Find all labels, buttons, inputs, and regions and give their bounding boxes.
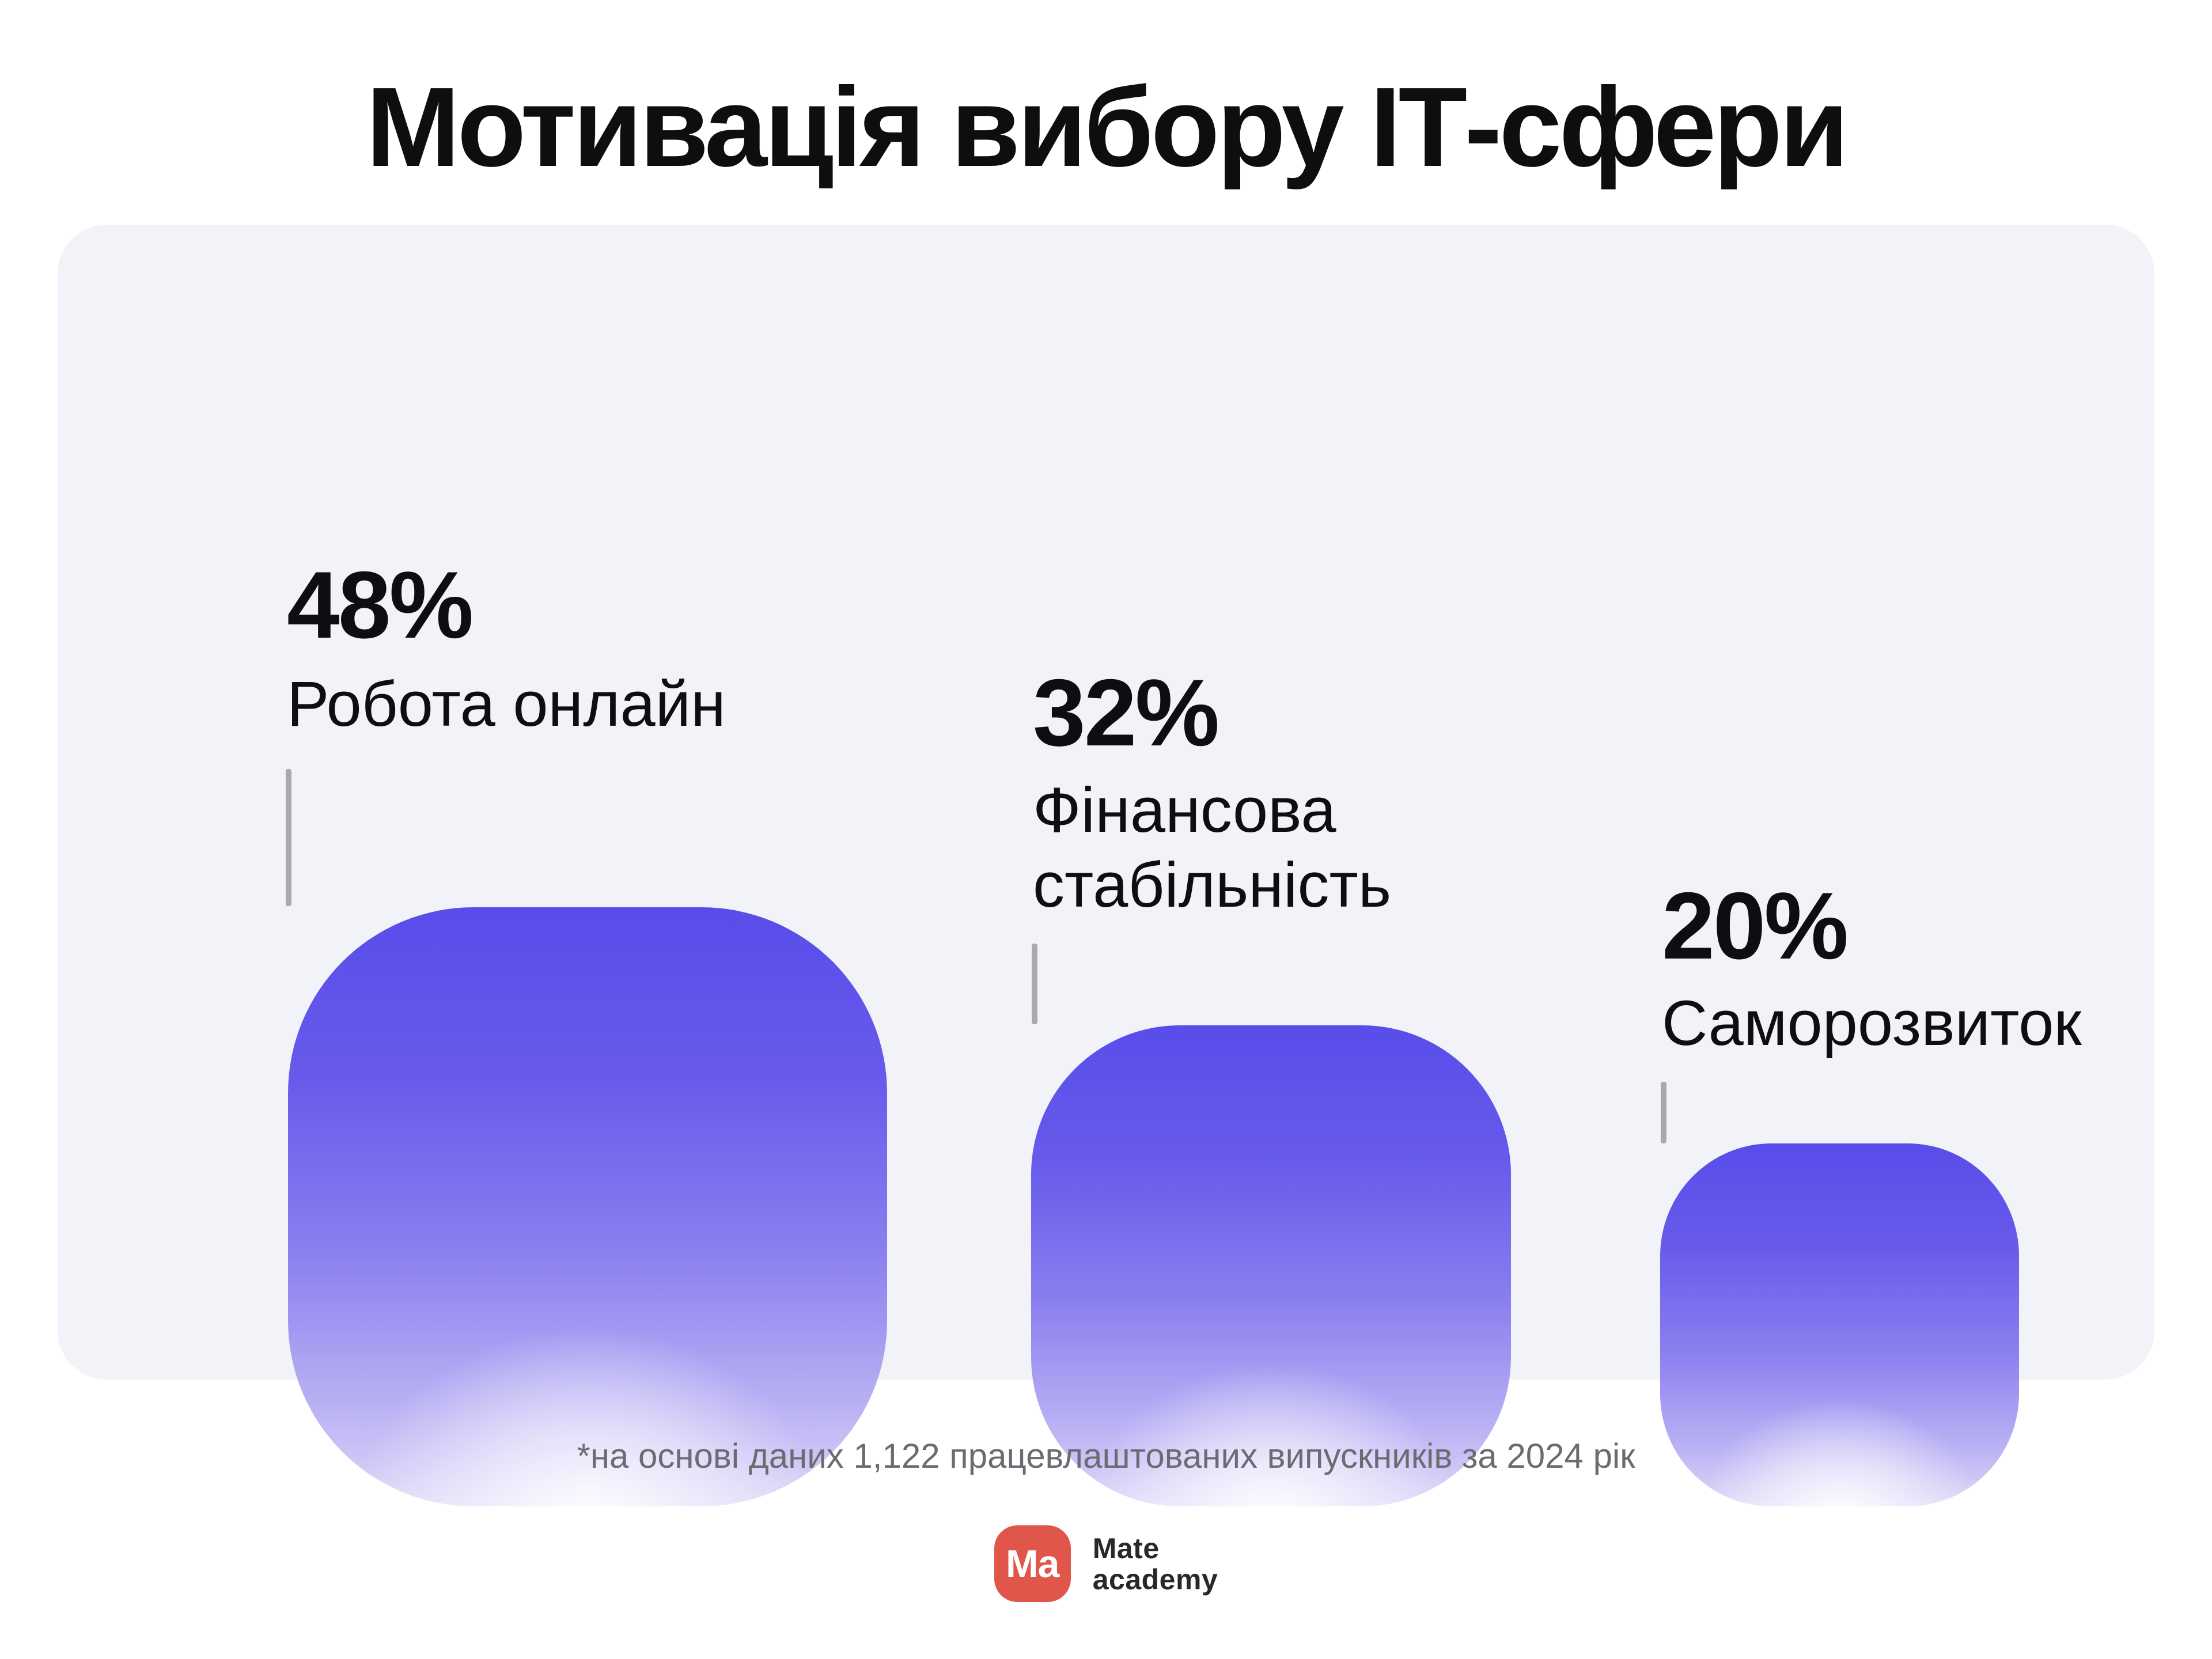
- mate-academy-logo-icon: Ma: [994, 1525, 1071, 1602]
- logo-text-line2: academy: [1092, 1563, 1218, 1596]
- tick-line-2: [1032, 944, 1037, 1024]
- logo-text-line1: Mate: [1092, 1532, 1160, 1565]
- brand-logo: Ma Mate academy: [0, 1525, 2212, 1602]
- stat-value-robota-onlain: 48%: [287, 552, 474, 658]
- stat-label-finansova-stabilnist: Фінансова стабільність: [1033, 775, 1392, 921]
- blob-32-percent: [1031, 1025, 1511, 1506]
- page-title: Мотивація вибору ІТ-сфери: [366, 64, 1849, 190]
- chart-panel: 48% Робота онлайн 32% Фінансова стабільн…: [58, 225, 2154, 1506]
- tick-line-3: [1661, 1082, 1666, 1143]
- footnote: *на основі даних 1,122 працевлаштованих …: [577, 1437, 1635, 1475]
- blob-20-percent: [1660, 1143, 2019, 1506]
- stat-value-samorozvytok: 20%: [1662, 873, 1849, 979]
- stat-label-robota-onlain: Робота онлайн: [287, 669, 726, 740]
- mate-academy-logo-text: Mate academy: [1093, 1533, 1218, 1595]
- tick-line-1: [286, 769, 291, 906]
- stat-label-samorozvytok: Саморозвиток: [1662, 988, 2082, 1059]
- blob-48-percent: [288, 907, 887, 1506]
- stat-value-finansova-stabilnist: 32%: [1033, 660, 1219, 766]
